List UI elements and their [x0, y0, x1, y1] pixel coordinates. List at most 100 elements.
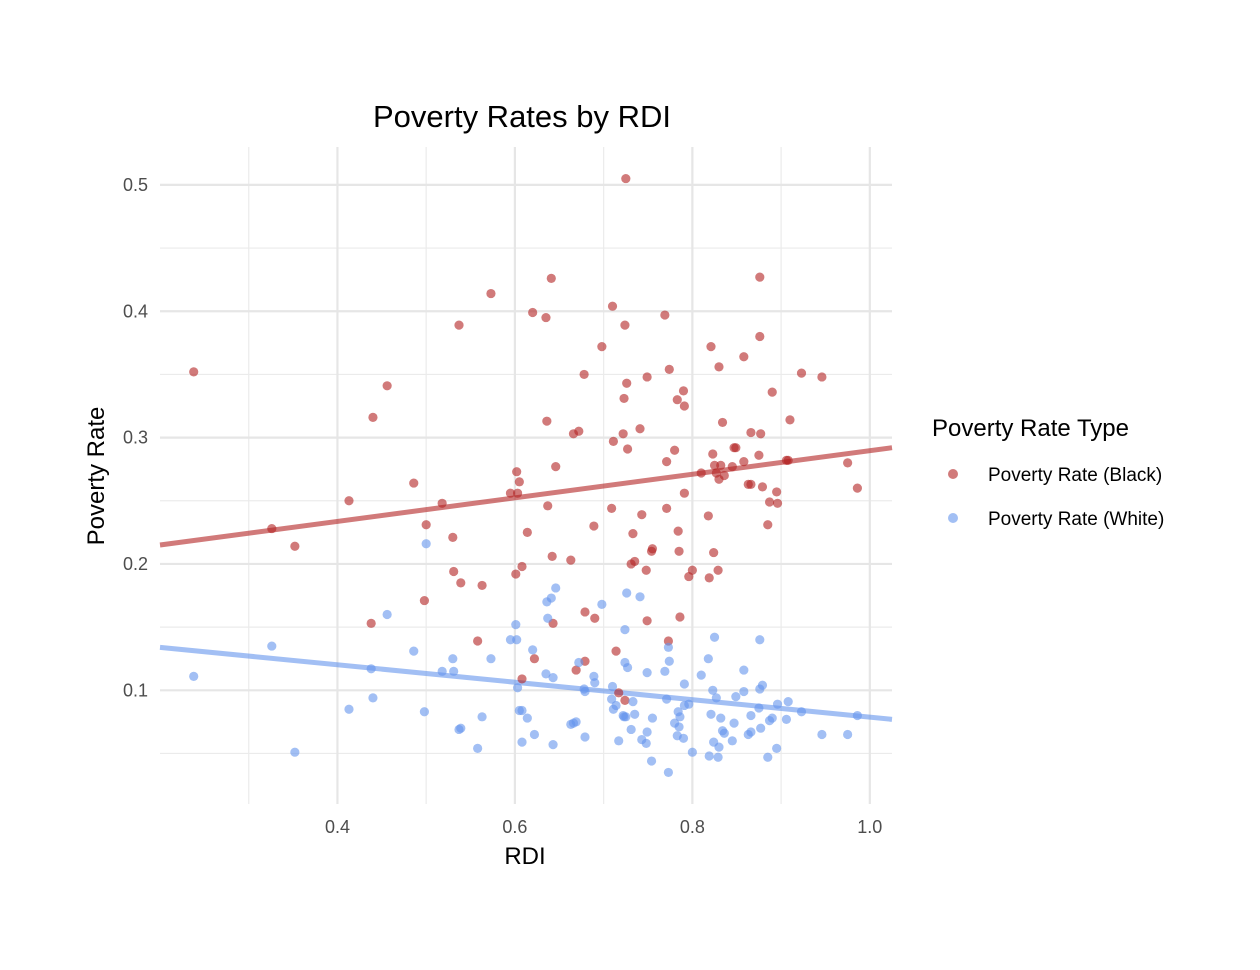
point-black	[542, 416, 552, 426]
point-white	[548, 673, 558, 683]
point-black	[622, 444, 633, 454]
x-tick-label: 1.0	[857, 817, 882, 837]
point-black	[675, 612, 685, 622]
point-black	[437, 498, 447, 508]
point-black	[739, 457, 749, 467]
point-black	[763, 520, 773, 530]
legend-title: Poverty Rate Type	[932, 415, 1129, 442]
point-black	[620, 320, 630, 330]
point-black	[512, 467, 522, 477]
data-points	[189, 173, 862, 778]
point-white	[522, 713, 532, 723]
point-black	[817, 372, 827, 382]
point-white	[716, 713, 726, 723]
point-white	[477, 712, 487, 722]
point-white	[781, 714, 792, 724]
y-tick-label: 0.1	[123, 680, 148, 700]
point-white	[437, 666, 447, 676]
point-black	[517, 674, 527, 684]
point-white	[687, 747, 697, 757]
point-white	[511, 619, 521, 630]
point-white	[597, 599, 607, 609]
point-white	[628, 697, 638, 707]
x-axis-title: RDI	[504, 843, 545, 870]
point-black	[522, 527, 532, 537]
point-white	[767, 713, 777, 723]
point-white	[421, 539, 431, 549]
y-axis-title: Poverty Rate	[83, 407, 110, 546]
point-white	[708, 685, 718, 695]
point-black	[589, 521, 599, 531]
point-black	[421, 520, 431, 530]
point-white	[731, 692, 741, 702]
point-black	[637, 510, 647, 520]
point-white	[571, 717, 581, 727]
point-black	[714, 362, 724, 372]
point-black	[597, 342, 607, 352]
point-white	[189, 671, 199, 681]
point-black	[620, 695, 630, 705]
point-black	[843, 458, 853, 468]
point-black	[660, 310, 670, 320]
point-white	[756, 723, 766, 733]
point-black	[551, 462, 561, 472]
point-white	[512, 635, 522, 645]
point-white	[662, 694, 672, 704]
point-black	[783, 455, 793, 465]
point-black	[409, 478, 419, 488]
point-white	[456, 723, 466, 733]
point-white	[647, 713, 658, 723]
point-white	[473, 743, 483, 754]
point-black	[709, 547, 719, 558]
point-black	[630, 556, 640, 567]
point-white	[729, 718, 739, 728]
point-black	[189, 367, 199, 377]
point-black	[267, 523, 277, 534]
point-black	[755, 331, 765, 342]
point-white	[366, 664, 376, 674]
point-black	[619, 393, 629, 404]
point-white	[630, 709, 640, 719]
y-tick-label: 0.2	[123, 554, 148, 574]
y-tick-label: 0.5	[123, 175, 148, 195]
point-black	[511, 569, 521, 579]
point-white	[580, 686, 590, 697]
point-black	[746, 427, 756, 438]
point-black	[674, 546, 684, 556]
point-white	[635, 592, 645, 602]
point-black	[642, 616, 652, 626]
point-black	[670, 445, 680, 455]
point-white	[713, 752, 723, 762]
point-black	[580, 607, 590, 617]
point-black	[344, 496, 354, 506]
point-white	[674, 722, 684, 732]
point-black	[785, 415, 795, 425]
point-white	[626, 724, 636, 735]
point-black	[505, 488, 516, 498]
point-white	[852, 710, 862, 721]
x-tick-label: 0.6	[502, 817, 527, 837]
point-white	[757, 680, 768, 690]
point-white	[755, 635, 765, 645]
point-black	[727, 462, 737, 472]
point-black	[456, 578, 466, 588]
point-black	[368, 412, 378, 422]
point-white	[711, 693, 721, 703]
point-white	[660, 666, 670, 676]
point-black	[419, 595, 430, 606]
point-black	[757, 482, 768, 492]
point-black	[796, 368, 807, 378]
point-white	[368, 693, 378, 703]
point-black	[607, 301, 618, 311]
point-black	[574, 426, 584, 436]
point-white	[574, 657, 584, 668]
point-white	[727, 736, 737, 746]
point-white	[704, 751, 714, 761]
point-white	[739, 665, 749, 675]
point-white	[754, 703, 764, 713]
point-black	[663, 636, 674, 646]
point-black	[622, 378, 632, 388]
point-white	[772, 699, 783, 709]
point-black	[607, 503, 617, 513]
